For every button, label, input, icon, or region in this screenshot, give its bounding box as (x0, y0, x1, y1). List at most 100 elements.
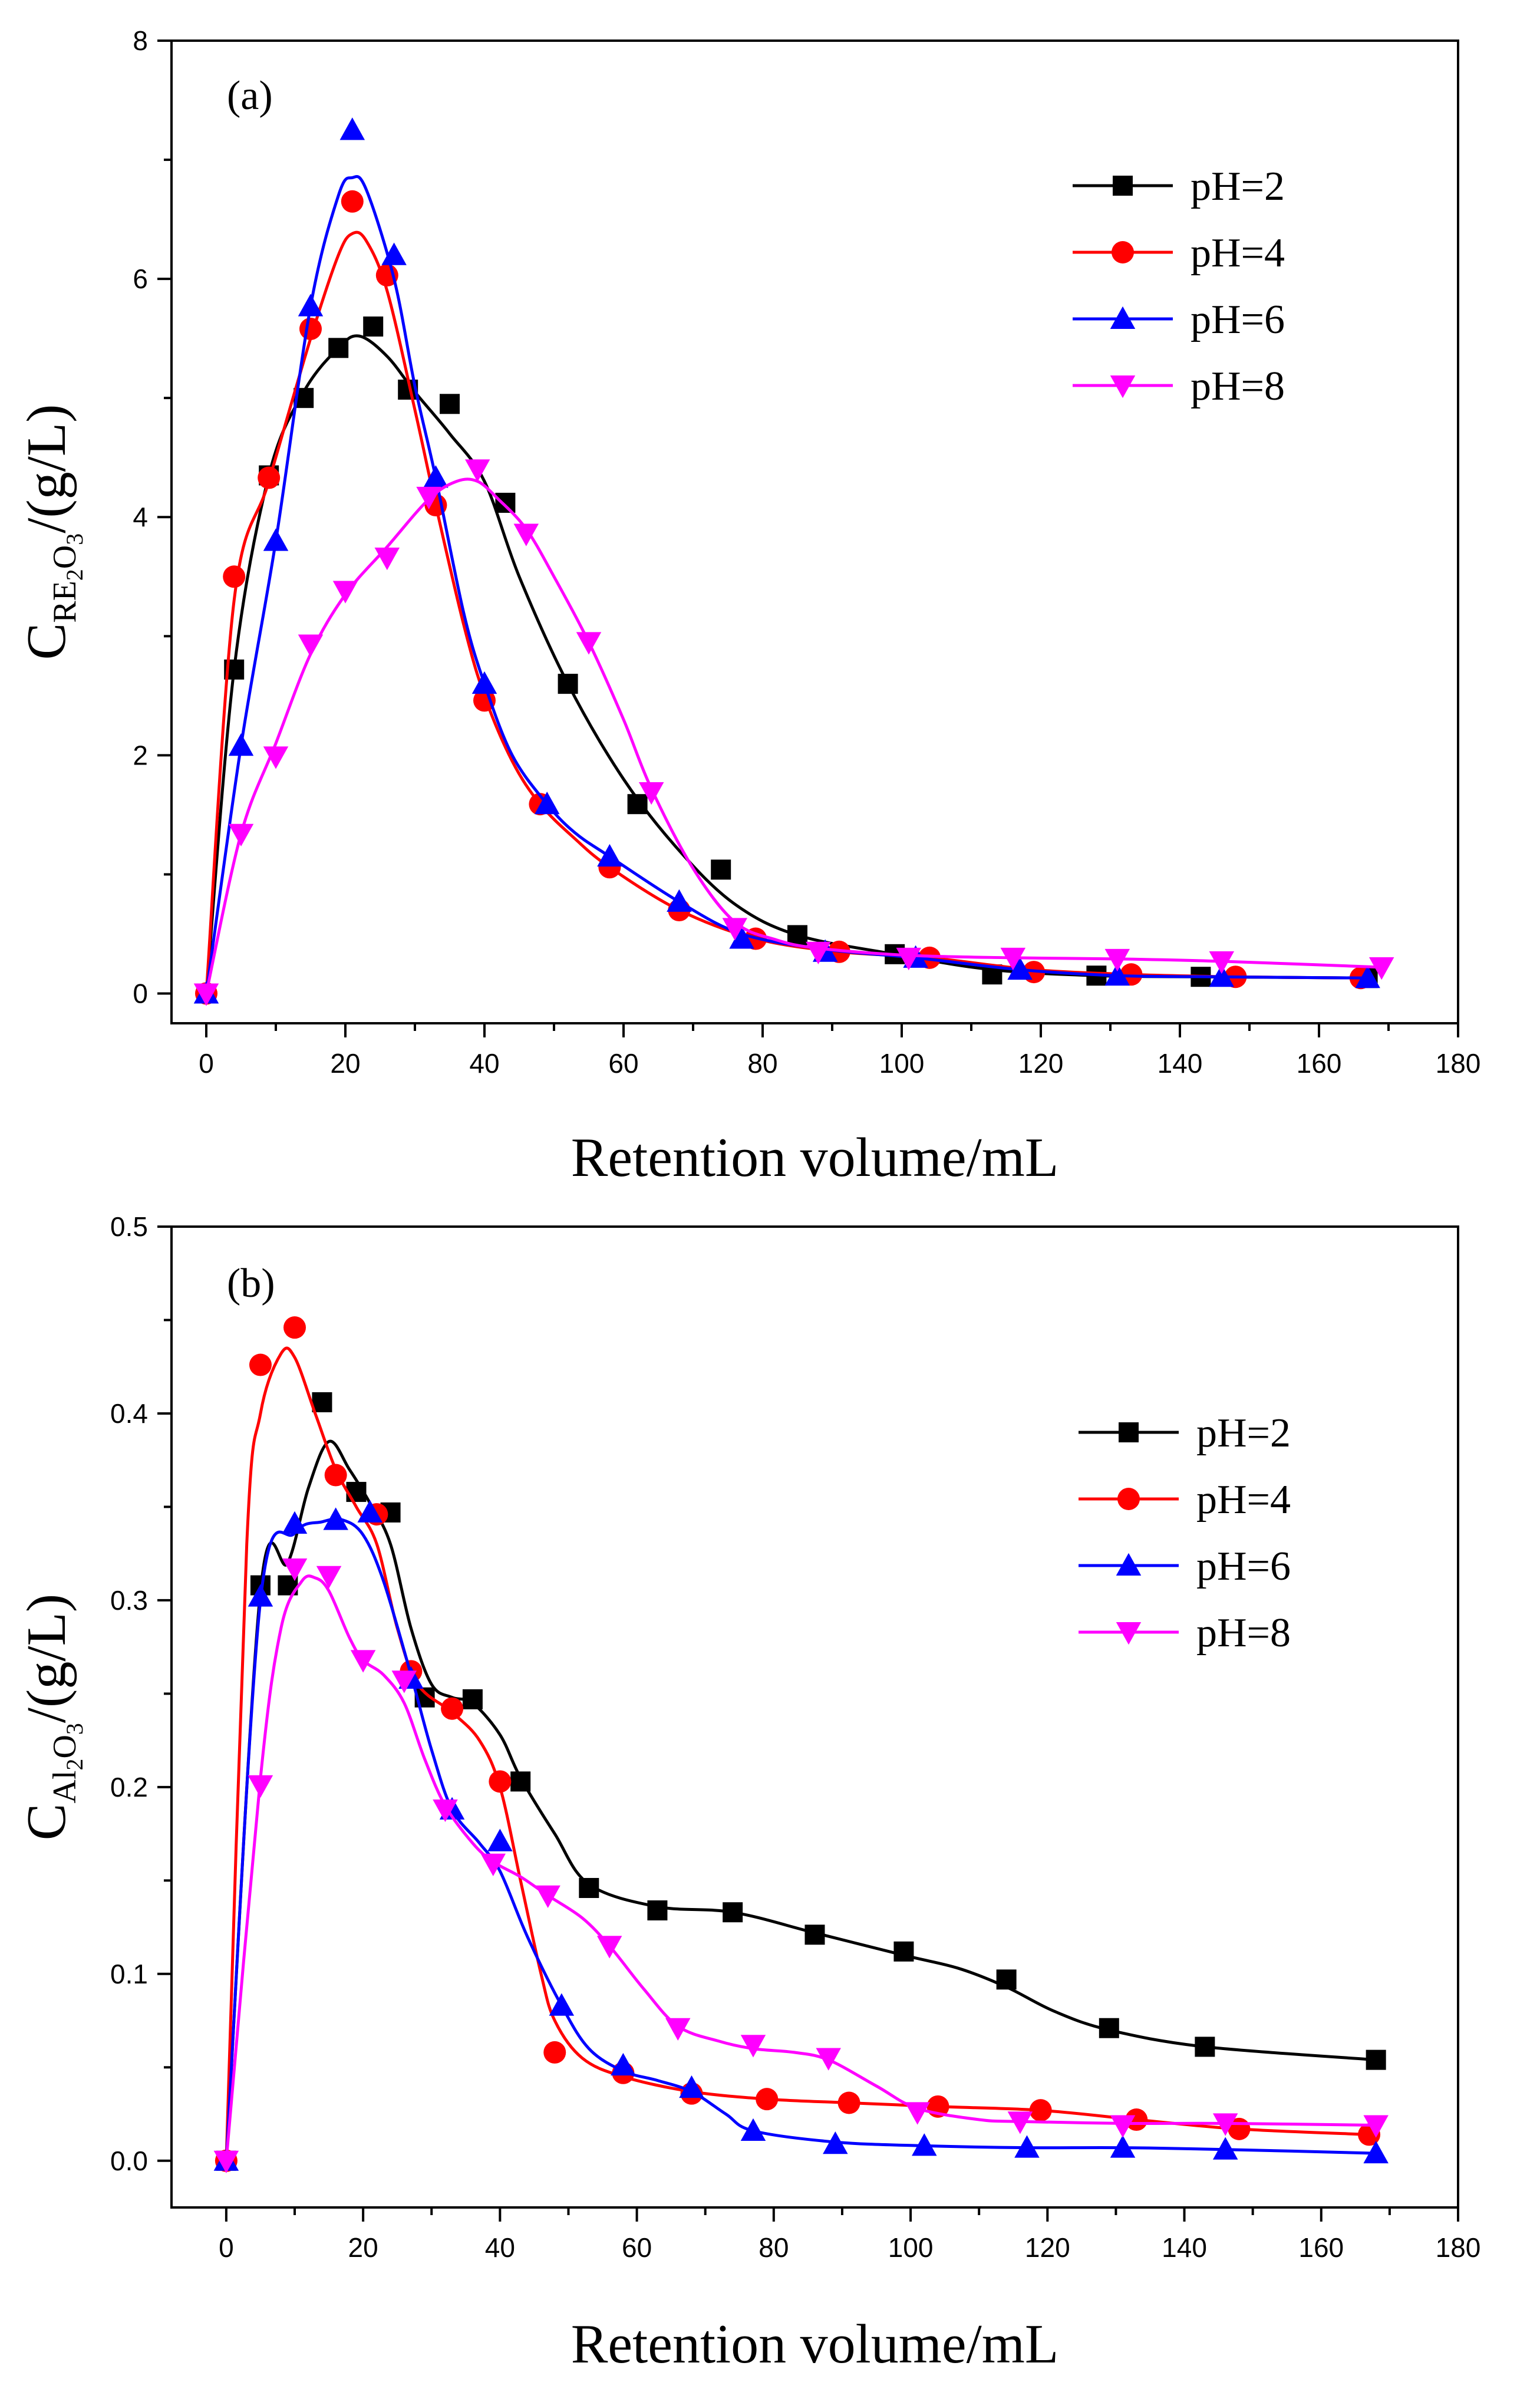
data-point-pH-8 (722, 918, 748, 941)
data-point-pH-4 (341, 190, 364, 213)
data-point-pH-4 (1029, 2099, 1052, 2122)
data-point-pH-8 (513, 523, 539, 546)
data-point-pH-6 (679, 2075, 704, 2098)
x-tick-label: 20 (330, 1048, 360, 1079)
data-point-pH-2 (1195, 2037, 1215, 2057)
legend-label: pH=2 (1196, 1411, 1291, 1456)
data-point-pH-6 (534, 791, 560, 815)
y-axis-title: CAl2O3/(g/L) (16, 1594, 88, 1840)
data-point-pH-6 (357, 1500, 382, 1523)
data-point-pH-8 (282, 1558, 308, 1581)
data-point-pH-4 (223, 565, 246, 588)
data-point-pH-2 (627, 794, 648, 815)
data-point-pH-6 (549, 1993, 575, 2016)
data-point-pH-2 (558, 674, 578, 694)
legend-label: pH=2 (1191, 164, 1285, 209)
y-axis-title-base: C (16, 1804, 77, 1841)
y-tick-label: 0 (133, 978, 148, 1009)
data-point-pH-6 (1363, 2140, 1389, 2164)
x-axis-title: Retention volume/mL (571, 1127, 1059, 1188)
data-point-pH-2 (510, 1771, 531, 1792)
x-tick-label: 180 (1436, 2232, 1481, 2263)
y-tick-label: 2 (133, 740, 148, 770)
legend-marker (1119, 1422, 1139, 1442)
x-tick-label: 100 (888, 2232, 934, 2263)
y-axis-title-subscript: O (47, 545, 83, 569)
legend-label: pH=4 (1196, 1477, 1291, 1523)
chart-panel-a: 0 20 40 60 80 100 120 140 160 180 0 2 4 6 8 Retention v… (16, 25, 1480, 1188)
data-point-pH-4 (756, 2088, 779, 2111)
data-point-pH-8 (816, 2048, 841, 2071)
series-line-pH-6 (225, 1517, 1376, 2161)
data-point-pH-6 (597, 843, 622, 867)
data-point-pH-4 (1125, 2108, 1148, 2131)
data-point-pH-6 (323, 1507, 348, 1530)
data-point-pH-2 (893, 1941, 914, 1962)
x-tick-label: 120 (1025, 2232, 1070, 2263)
data-point-pH-2 (723, 1902, 743, 1923)
data-point-pH-6 (487, 1828, 513, 1851)
y-tick-label: 8 (133, 25, 148, 56)
x-tick-label: 0 (199, 1048, 214, 1079)
data-point-pH-6 (729, 926, 754, 949)
legend-marker (1110, 306, 1136, 329)
data-point-pH-2 (462, 1689, 483, 1709)
data-point-pH-2 (787, 925, 807, 945)
plot-frame (170, 1225, 1459, 2209)
panel-label: (a) (227, 73, 273, 118)
data-point-pH-6 (471, 671, 497, 694)
x-axis-title: Retention volume/mL (571, 2314, 1059, 2375)
legend-label: pH=8 (1191, 364, 1285, 409)
y-tick-label: 0.2 (110, 1772, 148, 1803)
data-point-pH-6 (912, 2133, 937, 2156)
x-tick-label: 140 (1158, 1048, 1203, 1079)
data-point-pH-8 (896, 947, 922, 971)
x-tick-label: 60 (622, 2232, 652, 2263)
x-tick-label: 40 (469, 1048, 499, 1079)
legend-label: pH=6 (1196, 1544, 1291, 1589)
data-point-pH-4 (441, 1697, 464, 1720)
data-point-pH-4 (249, 1353, 272, 1376)
legend-marker (1116, 1622, 1142, 1645)
y-axis-title-subscript: 2 (61, 569, 88, 581)
x-tick-label: 0 (219, 2232, 234, 2263)
y-tick-label: 0.1 (110, 1959, 148, 1989)
y-tick-label: 0.4 (110, 1398, 148, 1429)
data-point-pH-6 (339, 117, 365, 140)
data-point-pH-2 (1366, 2049, 1386, 2070)
x-tick-label: 80 (759, 2232, 789, 2263)
data-point-pH-2 (996, 1969, 1017, 1990)
x-tick-label: 140 (1162, 2232, 1207, 2263)
y-axis-title-unit: /(g/L) (16, 404, 77, 533)
legend-label: pH=6 (1191, 297, 1285, 342)
data-point-pH-2 (328, 338, 349, 358)
y-axis-title-subscript: O (47, 1735, 83, 1758)
legend-marker (1112, 241, 1134, 263)
data-point-pH-6 (1212, 2137, 1238, 2160)
data-point-pH-2 (647, 1900, 668, 1921)
data-point-pH-2 (1099, 2018, 1119, 2038)
x-tick-label: 80 (747, 1048, 777, 1079)
data-point-pH-4 (473, 689, 496, 712)
data-point-pH-6 (1209, 964, 1235, 987)
y-axis-title-subscript: 3 (61, 1723, 88, 1735)
y-tick-label: 6 (133, 263, 148, 294)
data-point-pH-8 (332, 581, 358, 604)
data-point-pH-6 (1104, 963, 1130, 986)
data-point-pH-8 (480, 1853, 506, 1877)
y-tick-label: 0.0 (110, 2146, 148, 2176)
data-point-pH-8 (316, 1566, 342, 1589)
y-axis-title-base: C (16, 623, 77, 660)
data-point-pH-4 (837, 2091, 860, 2114)
data-point-pH-8 (1212, 2113, 1238, 2136)
x-tick-label: 120 (1018, 1048, 1064, 1079)
data-point-pH-2 (346, 1482, 367, 1502)
plot-frame (170, 39, 1459, 1024)
legend-label: pH=8 (1196, 1610, 1291, 1656)
data-point-pH-4 (283, 1316, 306, 1339)
data-point-pH-2 (363, 316, 384, 337)
data-point-pH-8 (433, 1799, 458, 1823)
data-point-pH-8 (193, 983, 219, 1006)
data-point-pH-8 (263, 746, 289, 769)
data-point-pH-2 (312, 1392, 332, 1412)
